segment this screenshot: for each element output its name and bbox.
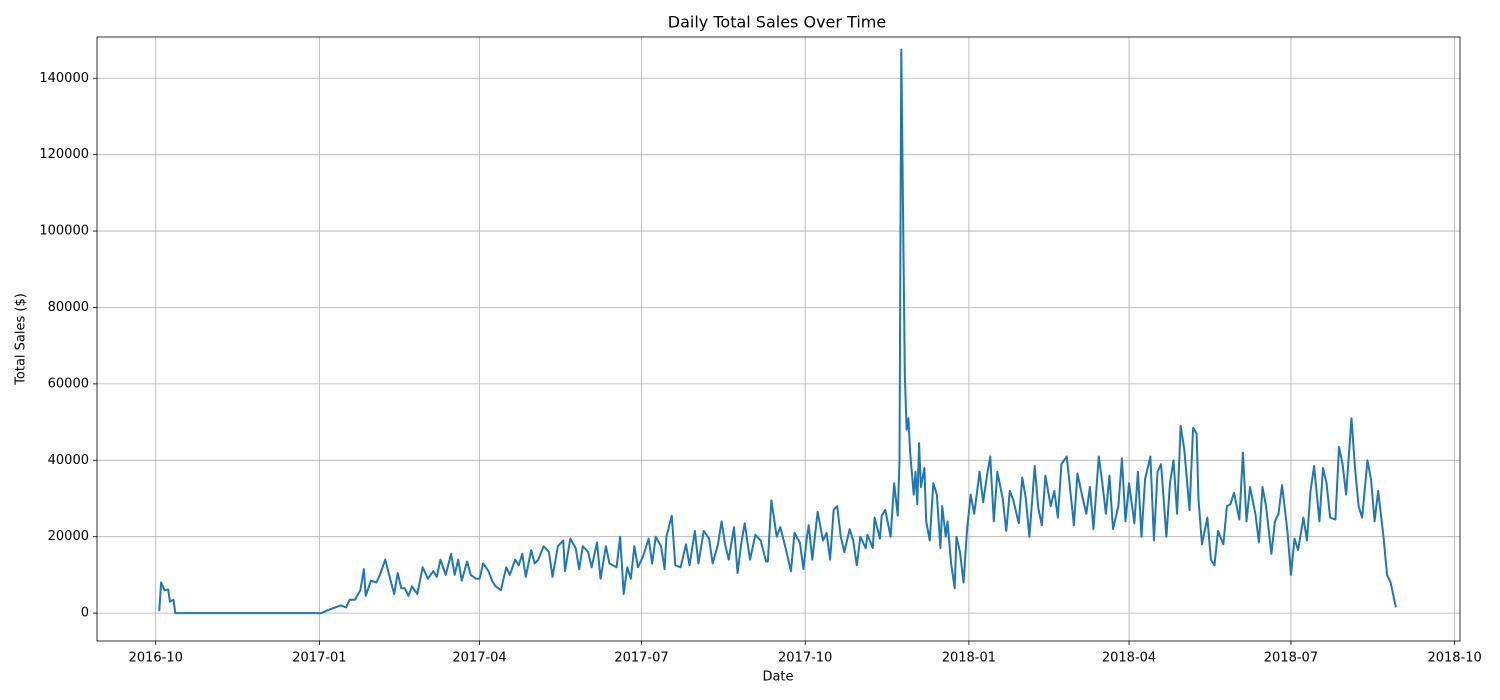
y-tick-label: 40000 [48, 453, 89, 468]
x-tick-label: 2017-04 [452, 651, 506, 666]
y-tick-label: 60000 [48, 376, 89, 391]
x-axis-label: Date [762, 670, 793, 685]
y-tick-label: 20000 [48, 529, 89, 544]
y-tick-label: 0 [81, 606, 89, 621]
x-tick-label: 2017-10 [778, 651, 832, 666]
x-tick-label: 2017-07 [614, 651, 668, 666]
chart-title: Daily Total Sales Over Time [668, 13, 886, 32]
plot [158, 48, 1397, 615]
x-tick-label: 2016-10 [129, 651, 183, 666]
x-tick-label: 2018-01 [942, 651, 996, 666]
y-tick-label: 120000 [39, 147, 89, 162]
y-tick-label: 80000 [48, 300, 89, 315]
grid: 2016-10 2017-01 2017-04 2017-07 2017-10 2018-… [39, 37, 1482, 666]
y-axis-label: Total Sales ($) [14, 293, 29, 386]
x-tick-label: 2018-04 [1102, 651, 1156, 666]
y-tick-label: 140000 [39, 71, 89, 86]
x-tick-label: 2018-10 [1427, 651, 1481, 666]
sales-line [158, 48, 1397, 615]
plot-frame [96, 36, 1461, 642]
y-tick-label: 100000 [39, 224, 89, 239]
x-tick-label: 2017-01 [292, 651, 346, 666]
x-tick-label: 2018-07 [1264, 651, 1318, 666]
